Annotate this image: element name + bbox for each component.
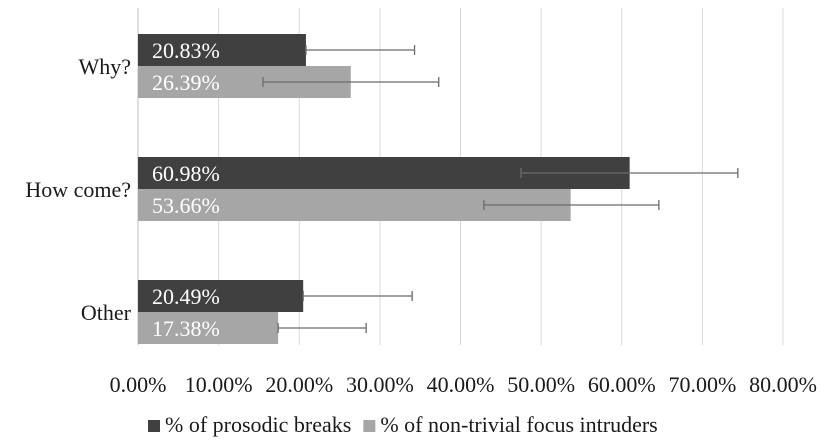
bar <box>138 34 306 66</box>
x-tick-label: 70.00% <box>668 372 736 397</box>
data-labels: 20.83% 26.39% 60.98% 53.66% 20.49% 17.38% <box>152 38 220 341</box>
category-label: Other <box>81 300 132 325</box>
error-bars <box>262 45 739 333</box>
x-tick-label: 0.00% <box>110 372 167 397</box>
bar <box>138 280 304 312</box>
x-tick-label: 30.00% <box>346 372 414 397</box>
legend-label: % of non-trivial focus intruders <box>380 412 657 437</box>
x-tick-label: 80.00% <box>749 372 817 397</box>
data-label: 20.49% <box>152 284 220 309</box>
legend-label: % of prosodic breaks <box>165 412 351 437</box>
data-label: 60.98% <box>152 161 220 186</box>
legend-swatch <box>363 420 376 432</box>
x-tick-label: 10.00% <box>185 372 253 397</box>
data-label: 20.83% <box>152 38 220 63</box>
category-label: How come? <box>25 177 131 202</box>
x-tick-label: 50.00% <box>507 372 575 397</box>
data-label: 26.39% <box>152 70 220 95</box>
data-label: 17.38% <box>152 316 220 341</box>
x-tick-labels: 0.00% 10.00% 20.00% 30.00% 40.00% 50.00% 60.00… <box>110 372 817 397</box>
bar <box>138 312 279 344</box>
legend: % of prosodic breaks % of non-trivial foc… <box>148 412 658 437</box>
x-tick-label: 20.00% <box>265 372 333 397</box>
category-label: Why? <box>78 54 131 79</box>
x-tick-label: 60.00% <box>588 372 656 397</box>
data-label: 53.66% <box>152 193 220 218</box>
x-tick-label: 40.00% <box>427 372 495 397</box>
category-labels: Why? How come? Other <box>25 54 131 325</box>
legend-swatch <box>148 420 160 432</box>
